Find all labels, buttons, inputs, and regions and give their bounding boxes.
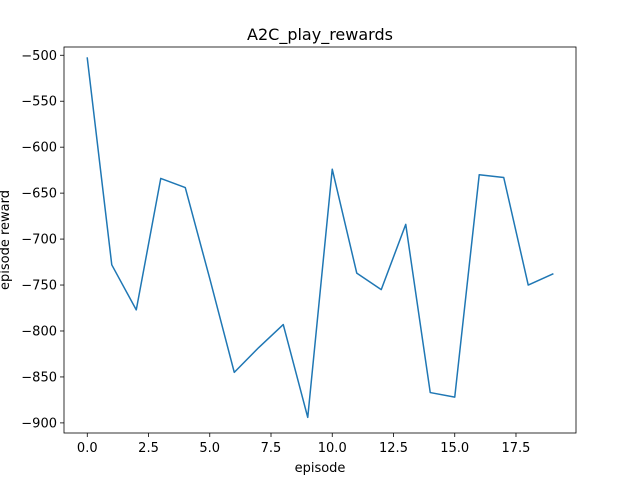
y-tick-label: −750 (21, 279, 57, 294)
y-tick-label: −800 (21, 324, 57, 339)
plot-area: 0.0 2.5 5.0 7.5 10.0 12.5 15.0 17.5 −500 −550 −600… (21, 46, 577, 456)
x-axis-label: episode (295, 461, 346, 476)
y-tick-label: −650 (21, 187, 57, 202)
x-tick-label: 10.0 (318, 441, 347, 456)
series-line-0 (86, 57, 554, 419)
x-tick-label: 12.5 (379, 441, 408, 456)
y-tick-label: −500 (21, 49, 57, 64)
axes-frame (63, 46, 577, 434)
x-tick-label: 15.0 (440, 441, 469, 456)
x-tick-label: 2.5 (138, 441, 159, 456)
y-tick-label: −600 (21, 141, 57, 156)
y-tick-label: −900 (21, 416, 57, 431)
y-tick-label: −850 (21, 370, 57, 385)
x-tick-label: 5.0 (199, 441, 220, 456)
y-axis-label: episode reward (0, 190, 13, 290)
y-tick-label: −700 (21, 233, 57, 248)
chart-title: A2C_play_rewards (247, 25, 393, 45)
x-tick-label: 0.0 (77, 441, 98, 456)
x-tick-label: 7.5 (261, 441, 282, 456)
y-tick-label: −550 (21, 95, 57, 110)
x-tick-label: 17.5 (502, 441, 531, 456)
